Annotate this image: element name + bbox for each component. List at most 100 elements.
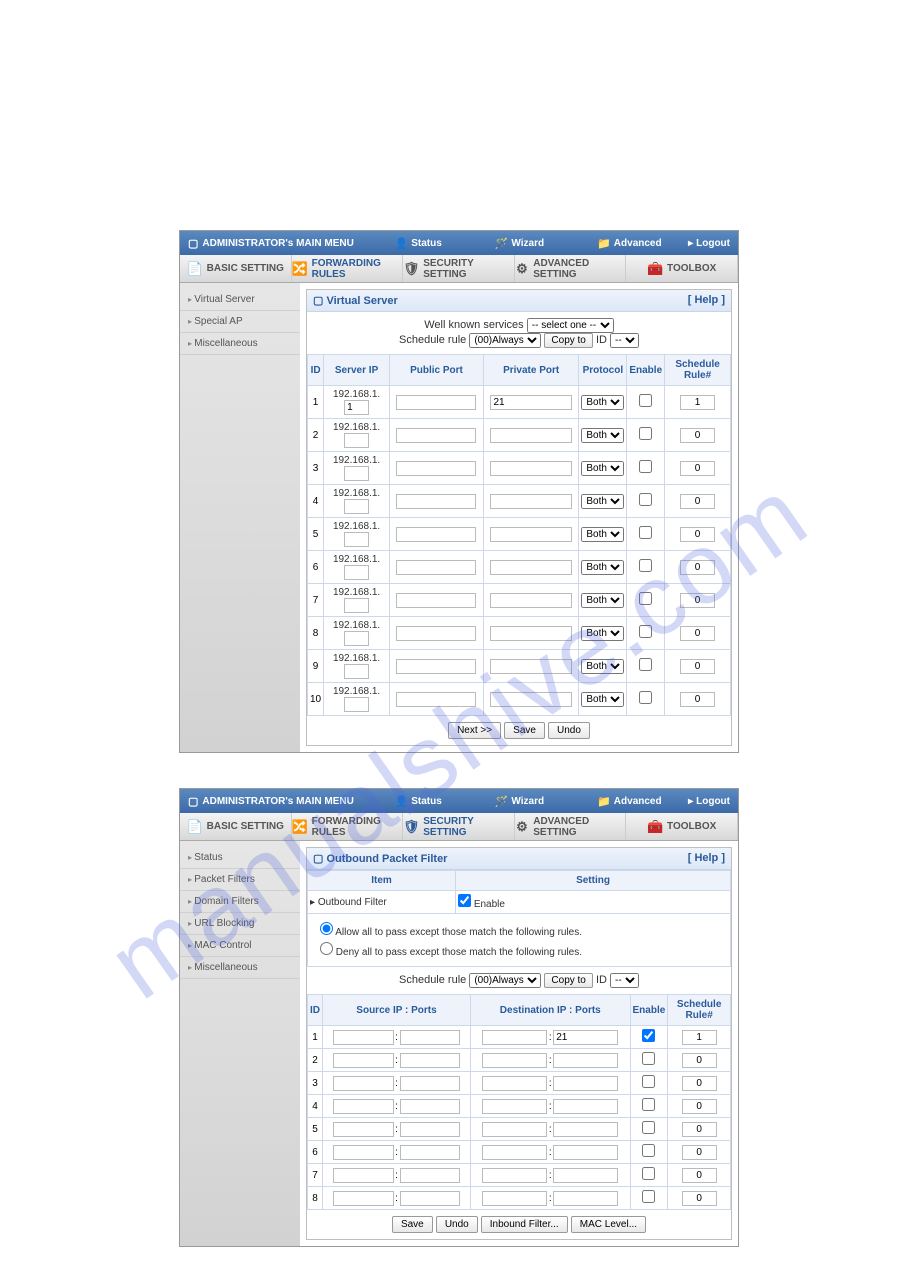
nav-advanced[interactable]: 📁Advanced bbox=[597, 237, 662, 250]
nav-wizard[interactable]: 🪄Wizard bbox=[495, 237, 544, 250]
source-port-input[interactable] bbox=[400, 1076, 460, 1091]
schedule-rule-input[interactable] bbox=[680, 428, 715, 443]
server-ip-input[interactable] bbox=[344, 631, 369, 646]
schedule-rule-input[interactable] bbox=[680, 626, 715, 641]
protocol-select[interactable]: Both bbox=[581, 395, 624, 410]
enable-checkbox[interactable] bbox=[639, 394, 652, 407]
dest-port-input[interactable] bbox=[553, 1122, 618, 1137]
enable-checkbox[interactable] bbox=[639, 427, 652, 440]
protocol-select[interactable]: Both bbox=[581, 626, 624, 641]
copy-to-button[interactable]: Copy to bbox=[544, 973, 592, 988]
tab-basic-setting[interactable]: 📄BASIC SETTING bbox=[180, 813, 292, 840]
protocol-select[interactable]: Both bbox=[581, 560, 624, 575]
schedule-rule-select[interactable]: (00)Always bbox=[469, 973, 541, 988]
schedule-rule-input[interactable] bbox=[682, 1168, 717, 1183]
radio-deny[interactable] bbox=[320, 942, 333, 955]
help-link[interactable]: [ Help ] bbox=[688, 294, 725, 307]
sidebar-item-virtual-server[interactable]: Virtual Server bbox=[180, 289, 300, 311]
nav-status[interactable]: 👤Status bbox=[394, 237, 441, 250]
help-link[interactable]: [ Help ] bbox=[688, 852, 725, 865]
public-port-input[interactable] bbox=[396, 395, 476, 410]
protocol-select[interactable]: Both bbox=[581, 593, 624, 608]
undo-button[interactable]: Undo bbox=[436, 1216, 478, 1233]
enable-checkbox[interactable] bbox=[642, 1121, 655, 1134]
server-ip-input[interactable] bbox=[344, 532, 369, 547]
sidebar-item-mac-control[interactable]: MAC Control bbox=[180, 935, 300, 957]
protocol-select[interactable]: Both bbox=[581, 428, 624, 443]
tab-security-setting[interactable]: 🛡SECURITY SETTING bbox=[403, 813, 515, 840]
dest-ip-input[interactable] bbox=[482, 1030, 547, 1045]
private-port-input[interactable] bbox=[490, 395, 571, 410]
mac-level-button[interactable]: MAC Level... bbox=[571, 1216, 646, 1233]
dest-ip-input[interactable] bbox=[482, 1053, 547, 1068]
enable-checkbox[interactable] bbox=[642, 1167, 655, 1180]
dest-port-input[interactable] bbox=[553, 1030, 618, 1045]
public-port-input[interactable] bbox=[396, 494, 476, 509]
public-port-input[interactable] bbox=[396, 560, 476, 575]
source-port-input[interactable] bbox=[400, 1053, 460, 1068]
schedule-rule-input[interactable] bbox=[680, 692, 715, 707]
enable-checkbox[interactable] bbox=[642, 1029, 655, 1042]
enable-checkbox[interactable] bbox=[639, 526, 652, 539]
tab-toolbox[interactable]: 🧰TOOLBOX bbox=[626, 255, 738, 282]
logout-link[interactable]: ▸Logout bbox=[688, 796, 730, 807]
dest-port-input[interactable] bbox=[553, 1145, 618, 1160]
protocol-select[interactable]: Both bbox=[581, 659, 624, 674]
public-port-input[interactable] bbox=[396, 428, 476, 443]
sidebar-item-miscellaneous[interactable]: Miscellaneous bbox=[180, 333, 300, 355]
server-ip-input[interactable] bbox=[344, 598, 369, 613]
enable-checkbox[interactable] bbox=[639, 625, 652, 638]
source-port-input[interactable] bbox=[400, 1168, 460, 1183]
enable-checkbox[interactable] bbox=[639, 658, 652, 671]
public-port-input[interactable] bbox=[396, 692, 476, 707]
dest-port-input[interactable] bbox=[553, 1168, 618, 1183]
schedule-rule-input[interactable] bbox=[680, 593, 715, 608]
sidebar-item-url-blocking[interactable]: URL Blocking bbox=[180, 913, 300, 935]
enable-checkbox[interactable] bbox=[639, 460, 652, 473]
dest-ip-input[interactable] bbox=[482, 1076, 547, 1091]
private-port-input[interactable] bbox=[490, 692, 571, 707]
private-port-input[interactable] bbox=[490, 593, 571, 608]
public-port-input[interactable] bbox=[396, 593, 476, 608]
save-button[interactable]: Save bbox=[504, 722, 545, 739]
protocol-select[interactable]: Both bbox=[581, 692, 624, 707]
private-port-input[interactable] bbox=[490, 560, 571, 575]
nav-advanced[interactable]: 📁Advanced bbox=[597, 795, 662, 808]
tab-forwarding-rules[interactable]: 🔀FORWARDING RULES bbox=[292, 255, 404, 282]
nav-wizard[interactable]: 🪄Wizard bbox=[495, 795, 544, 808]
dest-port-input[interactable] bbox=[553, 1076, 618, 1091]
sidebar-item-special-ap[interactable]: Special AP bbox=[180, 311, 300, 333]
enable-checkbox[interactable] bbox=[639, 691, 652, 704]
schedule-rule-input[interactable] bbox=[682, 1099, 717, 1114]
id-select[interactable]: -- bbox=[610, 973, 639, 988]
protocol-select[interactable]: Both bbox=[581, 527, 624, 542]
source-port-input[interactable] bbox=[400, 1191, 460, 1206]
server-ip-input[interactable] bbox=[344, 565, 369, 580]
server-ip-input[interactable] bbox=[344, 400, 369, 415]
tab-toolbox[interactable]: 🧰TOOLBOX bbox=[626, 813, 738, 840]
nav-status[interactable]: 👤Status bbox=[394, 795, 441, 808]
schedule-rule-input[interactable] bbox=[682, 1122, 717, 1137]
id-select[interactable]: -- bbox=[610, 333, 639, 348]
next-button[interactable]: Next >> bbox=[448, 722, 501, 739]
dest-port-input[interactable] bbox=[553, 1099, 618, 1114]
sidebar-item-miscellaneous[interactable]: Miscellaneous bbox=[180, 957, 300, 979]
enable-checkbox[interactable] bbox=[639, 559, 652, 572]
private-port-input[interactable] bbox=[490, 494, 571, 509]
enable-checkbox[interactable] bbox=[639, 493, 652, 506]
tab-advanced-setting[interactable]: ⚙ADVANCED SETTING bbox=[515, 255, 627, 282]
enable-checkbox[interactable] bbox=[642, 1098, 655, 1111]
schedule-rule-select[interactable]: (00)Always bbox=[469, 333, 541, 348]
source-ip-input[interactable] bbox=[333, 1191, 393, 1206]
dest-ip-input[interactable] bbox=[482, 1099, 547, 1114]
source-port-input[interactable] bbox=[400, 1030, 460, 1045]
public-port-input[interactable] bbox=[396, 527, 476, 542]
server-ip-input[interactable] bbox=[344, 664, 369, 679]
schedule-rule-input[interactable] bbox=[680, 659, 715, 674]
schedule-rule-input[interactable] bbox=[682, 1076, 717, 1091]
server-ip-input[interactable] bbox=[344, 466, 369, 481]
radio-allow[interactable] bbox=[320, 922, 333, 935]
schedule-rule-input[interactable] bbox=[680, 560, 715, 575]
private-port-input[interactable] bbox=[490, 659, 571, 674]
source-ip-input[interactable] bbox=[333, 1122, 393, 1137]
